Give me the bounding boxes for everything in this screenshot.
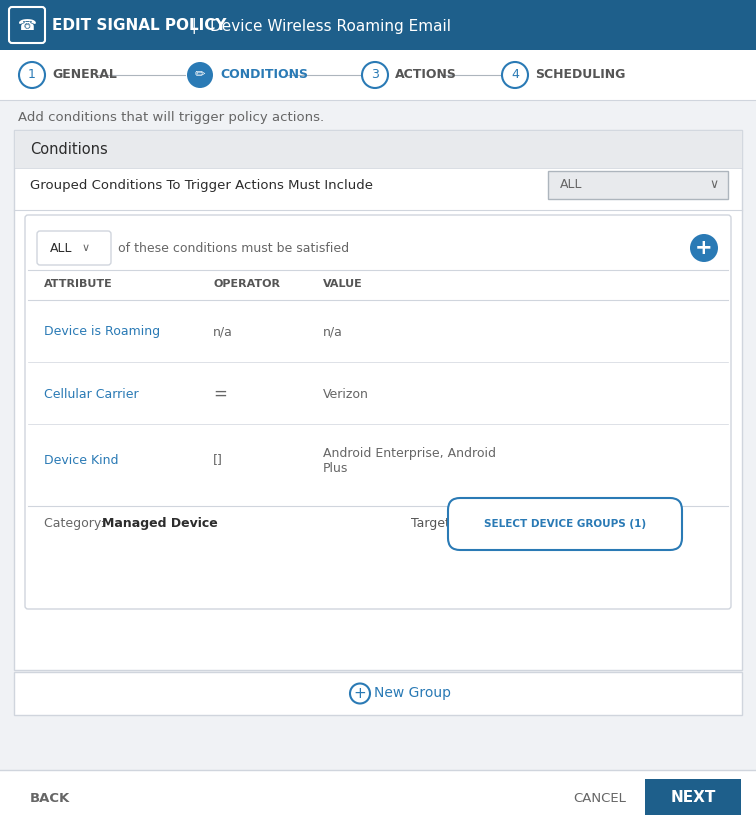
Text: ATTRIBUTE: ATTRIBUTE [44, 279, 113, 289]
Text: ∨: ∨ [709, 179, 718, 192]
Text: 1: 1 [28, 69, 36, 82]
Text: Plus: Plus [323, 462, 349, 476]
Text: VALUE: VALUE [323, 279, 363, 289]
Text: Managed Device: Managed Device [102, 518, 218, 530]
Circle shape [19, 62, 45, 88]
FancyBboxPatch shape [14, 130, 742, 168]
FancyBboxPatch shape [0, 0, 756, 50]
Text: EDIT SIGNAL POLICY: EDIT SIGNAL POLICY [52, 18, 227, 34]
Text: n/a: n/a [323, 326, 343, 338]
Text: ✏: ✏ [195, 69, 205, 82]
FancyBboxPatch shape [548, 171, 728, 199]
FancyBboxPatch shape [14, 672, 742, 715]
Text: ●: ● [453, 518, 459, 524]
FancyBboxPatch shape [0, 50, 756, 100]
Text: NEXT: NEXT [671, 791, 716, 805]
FancyBboxPatch shape [25, 215, 731, 609]
Text: n/a: n/a [213, 326, 233, 338]
Text: GENERAL: GENERAL [52, 69, 117, 82]
Text: ACTIONS: ACTIONS [395, 69, 457, 82]
Text: Grouped Conditions To Trigger Actions Must Include: Grouped Conditions To Trigger Actions Mu… [30, 179, 373, 192]
Text: ∨: ∨ [82, 243, 90, 253]
Text: ☎: ☎ [17, 17, 36, 32]
Text: Target: Target [411, 518, 450, 530]
Text: +: + [696, 238, 713, 258]
Text: OPERATOR: OPERATOR [213, 279, 280, 289]
Text: Device Wireless Roaming Email: Device Wireless Roaming Email [209, 18, 451, 34]
Text: SELECT DEVICE GROUPS (1): SELECT DEVICE GROUPS (1) [484, 519, 646, 529]
Text: []: [] [213, 453, 223, 466]
Text: ALL: ALL [560, 179, 583, 192]
Text: Category:: Category: [44, 518, 109, 530]
Text: CANCEL: CANCEL [574, 791, 627, 805]
Text: 4: 4 [511, 69, 519, 82]
Text: Verizon: Verizon [323, 388, 369, 400]
FancyBboxPatch shape [0, 770, 756, 827]
Text: New Group: New Group [374, 686, 451, 700]
Text: Device Kind: Device Kind [44, 453, 119, 466]
FancyBboxPatch shape [645, 779, 741, 815]
Circle shape [502, 62, 528, 88]
Text: |: | [181, 18, 206, 34]
Text: +: + [354, 686, 367, 701]
FancyBboxPatch shape [37, 231, 111, 265]
Text: of these conditions must be satisfied: of these conditions must be satisfied [118, 241, 349, 255]
Circle shape [690, 234, 718, 262]
Text: SCHEDULING: SCHEDULING [535, 69, 625, 82]
FancyBboxPatch shape [448, 498, 682, 550]
Text: Conditions: Conditions [30, 141, 108, 156]
FancyBboxPatch shape [14, 130, 742, 670]
Text: Cellular Carrier: Cellular Carrier [44, 388, 138, 400]
Text: CONDITIONS: CONDITIONS [220, 69, 308, 82]
Text: 3: 3 [371, 69, 379, 82]
Circle shape [187, 62, 213, 88]
Text: Add conditions that will trigger policy actions.: Add conditions that will trigger policy … [18, 112, 324, 125]
Text: =: = [213, 385, 227, 403]
Circle shape [350, 683, 370, 704]
Circle shape [362, 62, 388, 88]
Text: Device is Roaming: Device is Roaming [44, 326, 160, 338]
Text: Android Enterprise, Android: Android Enterprise, Android [323, 447, 496, 460]
Text: BACK: BACK [30, 791, 70, 805]
Text: ALL: ALL [50, 241, 73, 255]
